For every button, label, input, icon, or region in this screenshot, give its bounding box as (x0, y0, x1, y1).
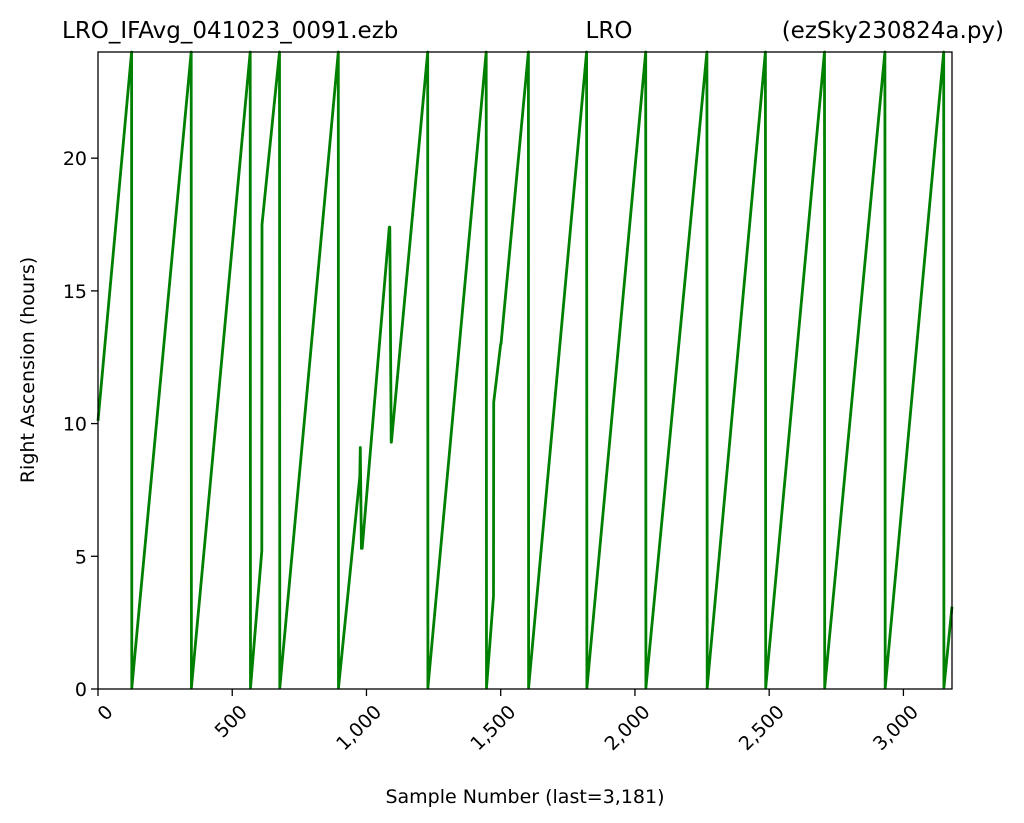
plot-frame (97, 51, 953, 690)
y-tick-label: 5 (75, 546, 87, 568)
x-tick-label: 1,000 (332, 701, 386, 755)
y-tick-label: 10 (63, 414, 87, 436)
series-layer (96, 50, 954, 690)
x-tick-label: 0 (94, 701, 118, 725)
chart-title-left: LRO_IFAvg_041023_0091.ezb (62, 18, 398, 44)
y-tick-label: 15 (63, 281, 87, 303)
x-axis: 0 500 1,000 1,500 2,000 2,500 3,000 (94, 689, 923, 755)
series-line-0 (96, 50, 954, 690)
x-axis-label: Sample Number (last=3,181) (385, 786, 664, 808)
x-tick-label: 500 (211, 701, 252, 742)
chart-title-center: LRO (586, 18, 633, 44)
y-tick-label: 0 (75, 679, 87, 701)
x-tick-label: 1,500 (466, 701, 520, 755)
y-axis: 0 5 10 15 20 (63, 148, 98, 701)
y-axis-label: Right Ascension (hours) (17, 257, 39, 483)
x-tick-label: 2,500 (735, 701, 789, 755)
x-tick-label: 3,000 (869, 701, 923, 755)
x-tick-label: 2,000 (601, 701, 655, 755)
y-tick-label: 20 (63, 148, 87, 170)
chart-title-right: (ezSky230824a.py) (782, 18, 1004, 44)
